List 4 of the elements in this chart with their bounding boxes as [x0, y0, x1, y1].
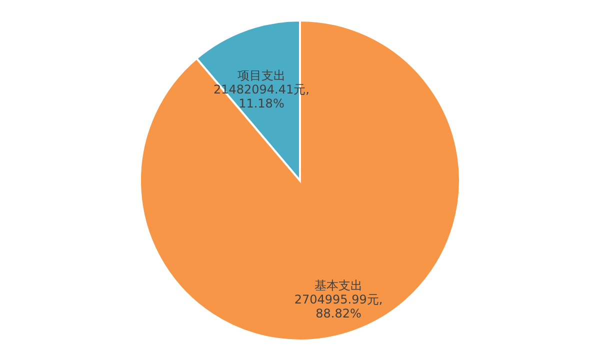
- slice-label: 项目支出: [237, 68, 286, 82]
- data-label: 2704995.99元, 88.82%: [294, 292, 383, 321]
- slice-label: 基本支出: [314, 278, 363, 293]
- pie-slice: [139, 20, 461, 342]
